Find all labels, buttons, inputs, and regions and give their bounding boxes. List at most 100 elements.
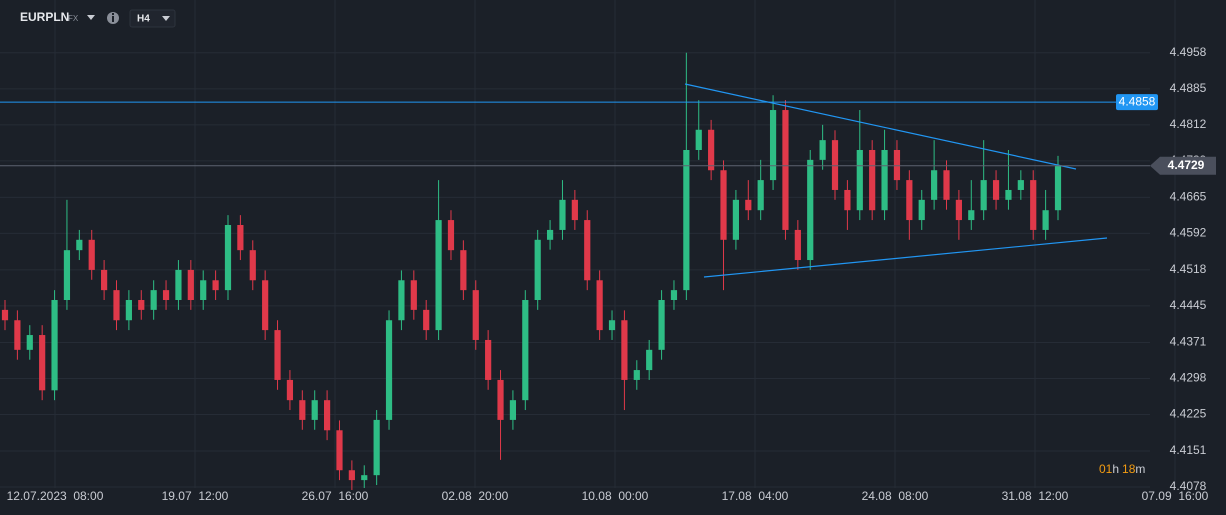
timeframe: H4 [137, 14, 150, 25]
candle-body [237, 225, 244, 251]
candle-body [658, 300, 665, 350]
candle-body [869, 150, 876, 211]
last-price-tag [1150, 156, 1216, 175]
candle-body [1030, 180, 1037, 230]
candle-body [757, 180, 764, 211]
candle-body [138, 300, 145, 310]
trend-line-upper[interactable] [684, 83, 1077, 170]
y-tick-label: 4.4445 [1170, 298, 1207, 312]
candle-body [249, 250, 256, 281]
candle-body [162, 290, 170, 301]
candle-body [918, 199, 925, 221]
candle-body [311, 400, 318, 420]
candle-body [596, 280, 603, 331]
price-line-label: 4.4858 [1119, 94, 1156, 108]
candle-body [472, 290, 479, 340]
candle-body [844, 189, 851, 211]
y-tick-label: 4.4371 [1170, 335, 1207, 349]
trend-line-lower[interactable] [703, 237, 1108, 278]
symbol-dropdown[interactable] [87, 15, 95, 20]
candle-body [522, 300, 529, 401]
candle-body [745, 199, 752, 211]
candle-body [51, 300, 58, 391]
candle-body [881, 150, 888, 211]
price-line-label-box [1116, 94, 1158, 111]
candle-body [633, 370, 640, 380]
candle-body [175, 269, 182, 301]
x-tick-label: 17.08 04:00 [722, 489, 789, 503]
candle-body [125, 300, 132, 321]
candle-body [769, 110, 777, 181]
candle-body [150, 290, 157, 310]
candle-body [683, 150, 690, 291]
candle-body [695, 129, 702, 151]
candle-body [262, 280, 269, 331]
candle-body [646, 349, 653, 371]
candle-body [63, 250, 71, 301]
x-tick-label: 12.07.2023 08:00 [7, 489, 104, 503]
x-tick-label: 24.08 08:00 [862, 489, 929, 503]
candle-body [88, 239, 95, 270]
candle-body [906, 180, 913, 221]
candle-body [385, 320, 393, 420]
candle-body [336, 430, 343, 471]
y-tick-label: 4.4078 [1170, 479, 1207, 493]
candle-body [559, 199, 566, 230]
candle-body [546, 229, 554, 240]
candle-body [373, 419, 380, 476]
x-tick-label: 19.07 12:00 [162, 489, 229, 503]
candle-body [398, 280, 405, 321]
candle-body [423, 309, 430, 331]
y-tick-label: 4.4812 [1170, 117, 1207, 131]
candle-body [485, 339, 492, 380]
candle-body [1017, 180, 1024, 190]
candle-body [931, 170, 938, 200]
countdown-hours-unit: h [1112, 462, 1119, 476]
candle-body [14, 320, 21, 350]
candle-body [1005, 189, 1012, 200]
candle-body [856, 150, 863, 211]
candle-body [224, 225, 232, 291]
candle-body [708, 129, 715, 171]
candle-body [943, 170, 950, 200]
candle-body [608, 320, 616, 331]
candle-body [26, 335, 33, 350]
y-tick-label: 4.4518 [1170, 262, 1207, 276]
candle-body [509, 400, 517, 420]
x-tick-label: 31.08 12:00 [1002, 489, 1069, 503]
timeframe-dropdown[interactable] [162, 16, 170, 21]
countdown-hours: 01 [1099, 462, 1113, 476]
candle-body [435, 220, 442, 331]
candle-body [893, 150, 901, 181]
candle-body [101, 269, 108, 291]
candle-body [460, 250, 467, 291]
candle-body [76, 239, 83, 251]
candle-body [831, 140, 839, 190]
candle-body [410, 280, 417, 310]
timeframe-selector[interactable] [129, 9, 176, 28]
info-icon-glyph [112, 16, 114, 22]
candle-body [807, 159, 814, 261]
x-tick-label: 26.07 16:00 [302, 489, 369, 503]
candle-body [670, 290, 678, 301]
y-tick-label: 4.4225 [1170, 407, 1207, 421]
candle-body [447, 220, 455, 251]
candle-body [980, 180, 987, 211]
y-tick-label: 4.4958 [1170, 45, 1207, 59]
symbol[interactable]: EURPLN [20, 10, 69, 24]
candle-body [113, 290, 120, 321]
candle-body [200, 280, 207, 301]
candle-body [348, 470, 355, 481]
info-icon-dot [112, 13, 114, 15]
candle-body [968, 210, 975, 221]
candle-body [361, 475, 368, 481]
candle-body [1, 309, 9, 321]
candle-body [732, 199, 740, 240]
candle-body [212, 280, 219, 291]
candle-body [299, 400, 306, 420]
candle-body [534, 239, 541, 301]
candle-body [782, 110, 789, 230]
